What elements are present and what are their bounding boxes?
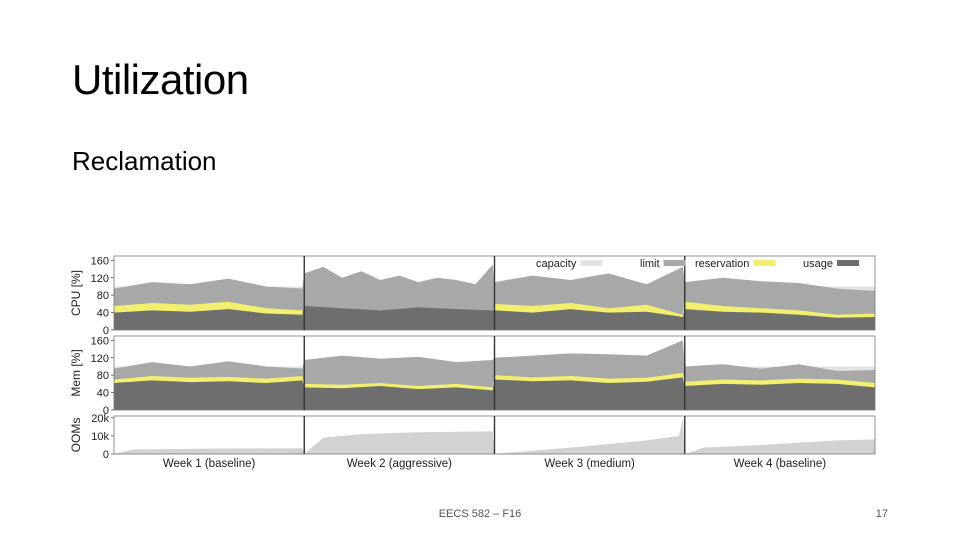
slide-number: 17: [875, 508, 888, 520]
legend-label-limit: limit: [640, 258, 660, 270]
week-label: Week 4 (baseline): [734, 458, 827, 470]
ytick-label-ooms: 10k: [91, 431, 109, 443]
series-ooms-ooms: [114, 417, 875, 454]
week-label: Week 2 (aggressive): [347, 458, 452, 470]
ytick-label-mem: 0: [103, 405, 109, 417]
ytick-label-ooms: 0: [103, 449, 109, 461]
slide-subtitle: Reclamation: [72, 146, 217, 176]
legend-label-reservation: reservation: [695, 258, 749, 270]
ytick-label-mem: 160: [91, 335, 109, 347]
utilization-figure: 160 120 80 40 0 CPU [%] 160 120 80 40 0 Mem [%] 20k 1…: [60, 250, 886, 474]
week-label: Week 1 (baseline): [163, 458, 256, 470]
ytick-label-ooms: 20k: [91, 413, 109, 425]
ylabel-mem: Mem [%]: [69, 349, 83, 396]
legend-label-usage: usage: [803, 258, 833, 270]
ylabel-ooms: OOMs: [69, 418, 83, 453]
ylabel-cpu: CPU [%]: [69, 270, 83, 316]
slide-title: Utilization: [72, 56, 249, 103]
legend-swatch-usage: [836, 260, 859, 266]
ytick-label-mem: 40: [97, 388, 109, 400]
week-label: Week 3 (medium): [544, 458, 635, 470]
ytick-label-cpu: 80: [97, 290, 109, 302]
ytick-label-cpu: 0: [103, 325, 109, 337]
ytick-label-cpu: 160: [91, 255, 109, 267]
ytick-label-mem: 80: [97, 370, 109, 382]
ytick-label-mem: 120: [91, 353, 109, 365]
slide-footer: EECS 582 – F16: [438, 508, 522, 520]
ytick-label-cpu: 120: [91, 273, 109, 285]
ytick-label-cpu: 40: [97, 308, 109, 320]
legend-swatch-capacity: [580, 260, 603, 266]
utilization-chart: 160 120 80 40 0 CPU [%] 160 120 80 40 0 Mem [%] 20k 1…: [69, 255, 876, 470]
legend-swatch-limit: [663, 260, 686, 266]
legend-swatch-reservation: [753, 260, 776, 266]
legend-label-capacity: capacity: [536, 258, 577, 270]
